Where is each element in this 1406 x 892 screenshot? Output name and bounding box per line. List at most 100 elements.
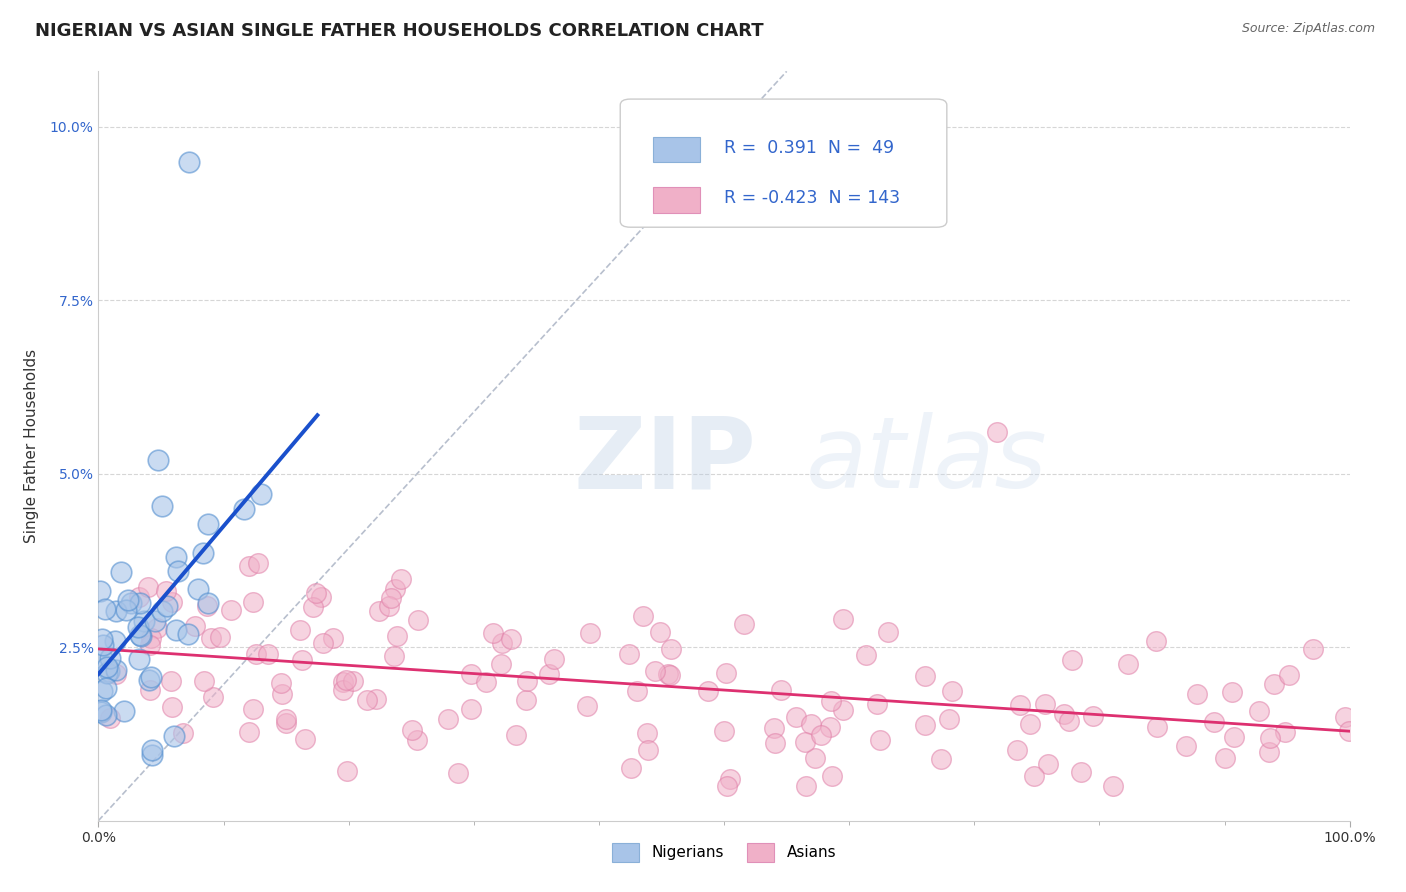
- Point: [150, 499, 173, 513]
- Point: [516, 674, 538, 689]
- Point: [104, 666, 127, 681]
- Point: [475, 675, 498, 690]
- Text: Source: ZipAtlas.com: Source: ZipAtlas.com: [1241, 22, 1375, 36]
- Point: [305, 586, 328, 600]
- Point: [291, 653, 314, 667]
- Point: [617, 647, 640, 661]
- Point: [143, 615, 166, 629]
- Point: [1258, 731, 1281, 746]
- Point: [620, 761, 643, 775]
- Point: [160, 595, 183, 609]
- Point: [128, 596, 150, 610]
- Point: [1101, 779, 1123, 793]
- Point: [356, 692, 378, 706]
- Point: [515, 693, 537, 707]
- Point: [247, 556, 270, 570]
- Point: [155, 599, 177, 614]
- Text: ZIP: ZIP: [574, 412, 756, 509]
- Legend: Nigerians, Asians: Nigerians, Asians: [605, 835, 844, 869]
- Point: [794, 779, 817, 793]
- Point: [276, 715, 298, 730]
- Point: [322, 632, 344, 646]
- Point: [714, 666, 737, 681]
- Point: [90, 703, 112, 717]
- Point: [1116, 657, 1139, 672]
- Point: [941, 683, 963, 698]
- Point: [270, 675, 292, 690]
- Point: [165, 624, 187, 638]
- Point: [1018, 716, 1040, 731]
- Point: [112, 704, 135, 718]
- Point: [132, 614, 155, 628]
- Point: [876, 624, 898, 639]
- Point: [636, 725, 658, 739]
- Point: [384, 582, 406, 596]
- Point: [447, 765, 470, 780]
- Point: [131, 629, 153, 643]
- Point: [233, 501, 256, 516]
- Point: [138, 673, 160, 688]
- Point: [929, 752, 952, 766]
- Point: [1070, 765, 1092, 780]
- Point: [128, 652, 150, 666]
- Point: [1146, 720, 1168, 734]
- Point: [713, 723, 735, 738]
- Point: [167, 564, 190, 578]
- Point: [986, 425, 1008, 439]
- Point: [1053, 706, 1076, 721]
- Point: [195, 599, 218, 613]
- Point: [221, 602, 243, 616]
- Point: [110, 566, 132, 580]
- Point: [155, 583, 177, 598]
- Point: [1010, 698, 1032, 713]
- Point: [172, 726, 194, 740]
- Point: [90, 705, 112, 719]
- Point: [1220, 684, 1243, 698]
- Point: [733, 617, 755, 632]
- Point: [938, 712, 960, 726]
- Point: [1247, 704, 1270, 718]
- Point: [197, 516, 219, 531]
- Point: [162, 729, 184, 743]
- Text: atlas: atlas: [806, 412, 1047, 509]
- FancyBboxPatch shape: [652, 136, 700, 162]
- Point: [763, 736, 786, 750]
- Point: [696, 684, 718, 698]
- Point: [366, 692, 388, 706]
- Point: [914, 669, 936, 683]
- Point: [460, 667, 482, 681]
- Text: NIGERIAN VS ASIAN SINGLE FATHER HOUSEHOLDS CORRELATION CHART: NIGERIAN VS ASIAN SINGLE FATHER HOUSEHOL…: [35, 22, 763, 40]
- Point: [249, 487, 271, 501]
- Point: [1278, 668, 1301, 682]
- Point: [658, 668, 681, 682]
- Point: [406, 613, 429, 627]
- Point: [818, 720, 841, 734]
- Point: [657, 667, 679, 681]
- Point: [128, 590, 150, 604]
- Point: [537, 666, 560, 681]
- Point: [1144, 634, 1167, 648]
- Point: [800, 717, 823, 731]
- Point: [1022, 770, 1045, 784]
- Point: [855, 648, 877, 662]
- Point: [193, 673, 215, 688]
- Point: [718, 772, 741, 786]
- Point: [460, 702, 482, 716]
- Point: [176, 626, 198, 640]
- FancyBboxPatch shape: [652, 187, 700, 212]
- FancyBboxPatch shape: [620, 99, 946, 227]
- Point: [1083, 709, 1105, 723]
- Point: [270, 687, 292, 701]
- Point: [98, 664, 121, 678]
- Point: [238, 724, 260, 739]
- Point: [148, 453, 170, 467]
- Point: [1263, 677, 1285, 691]
- Point: [197, 596, 219, 610]
- Point: [89, 584, 111, 599]
- Point: [146, 622, 169, 636]
- Point: [129, 628, 152, 642]
- Point: [302, 599, 325, 614]
- Point: [785, 710, 807, 724]
- Y-axis label: Single Father Households: Single Father Households: [24, 349, 38, 543]
- Point: [90, 650, 112, 665]
